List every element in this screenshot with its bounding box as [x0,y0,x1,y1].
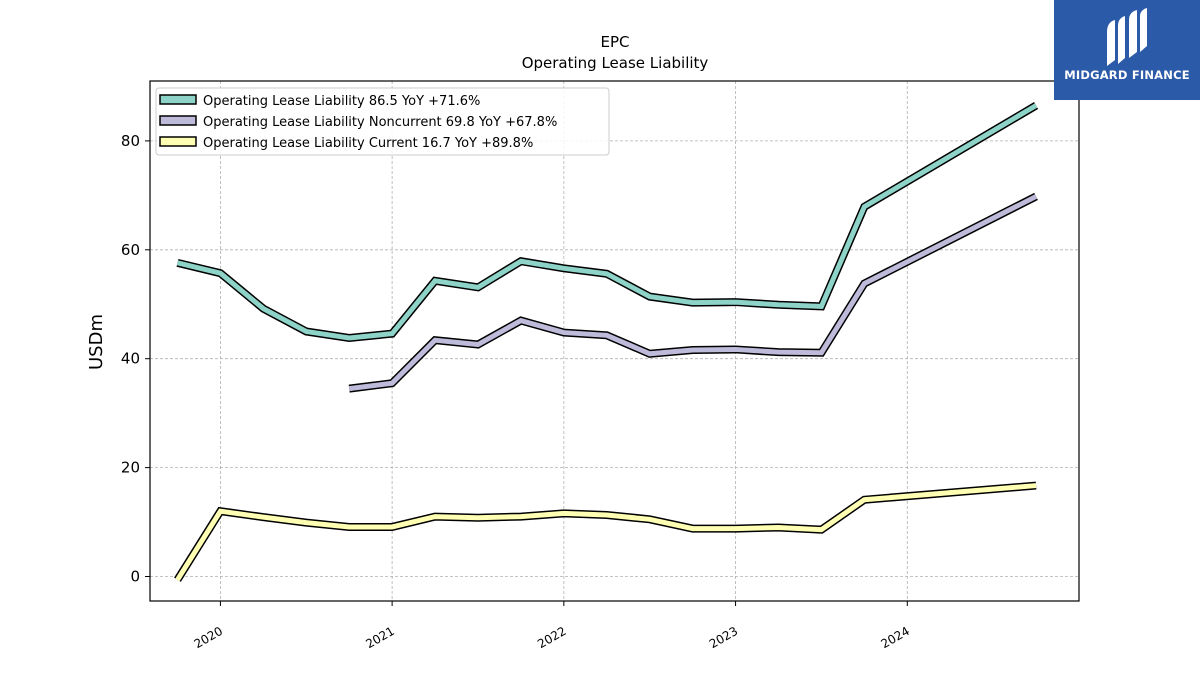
grid [150,81,1079,601]
legend-label: Operating Lease Liability Noncurrent 69.… [203,115,557,130]
brand-name: MIDGARD FINANCE [1064,68,1190,82]
legend: Operating Lease Liability 86.5 YoY +71.6… [155,87,610,156]
x-tick-label: 2020 [192,624,225,651]
series-line [176,103,1038,341]
series-layer [174,102,1039,582]
x-tick-label: 2024 [879,624,912,651]
brand-logo: MIDGARD FINANCE [1054,0,1200,100]
axis-ticks: 0 20 40 60 80 2020 2021 2022 2023 2024 [121,132,912,651]
brand-mark-icon [1107,8,1147,66]
legend-swatch [159,94,197,105]
legend-label: Operating Lease Liability Current 16.7 Y… [203,136,533,151]
y-tick-label: 60 [121,241,140,259]
chart-title: EPC [601,33,630,51]
series-outline [348,192,1038,393]
series-line [348,194,1038,392]
legend-frame [155,87,610,156]
y-tick-label: 0 [130,567,140,585]
chart-subtitle: Operating Lease Liability [522,54,709,72]
x-tick-label: 2023 [707,624,740,651]
y-tick-label: 20 [121,459,140,477]
y-tick-label: 40 [121,350,140,368]
series-line [175,483,1037,582]
y-axis-label: USDm [86,314,107,370]
legend-swatch [159,136,197,147]
legend-label: Operating Lease Liability 86.5 YoY +71.6… [203,94,480,109]
legend-swatch [159,115,197,126]
plot-frame [149,80,1080,602]
x-tick-label: 2022 [535,624,568,651]
x-tick-label: 2021 [363,624,396,651]
y-tick-label: 80 [121,132,140,150]
